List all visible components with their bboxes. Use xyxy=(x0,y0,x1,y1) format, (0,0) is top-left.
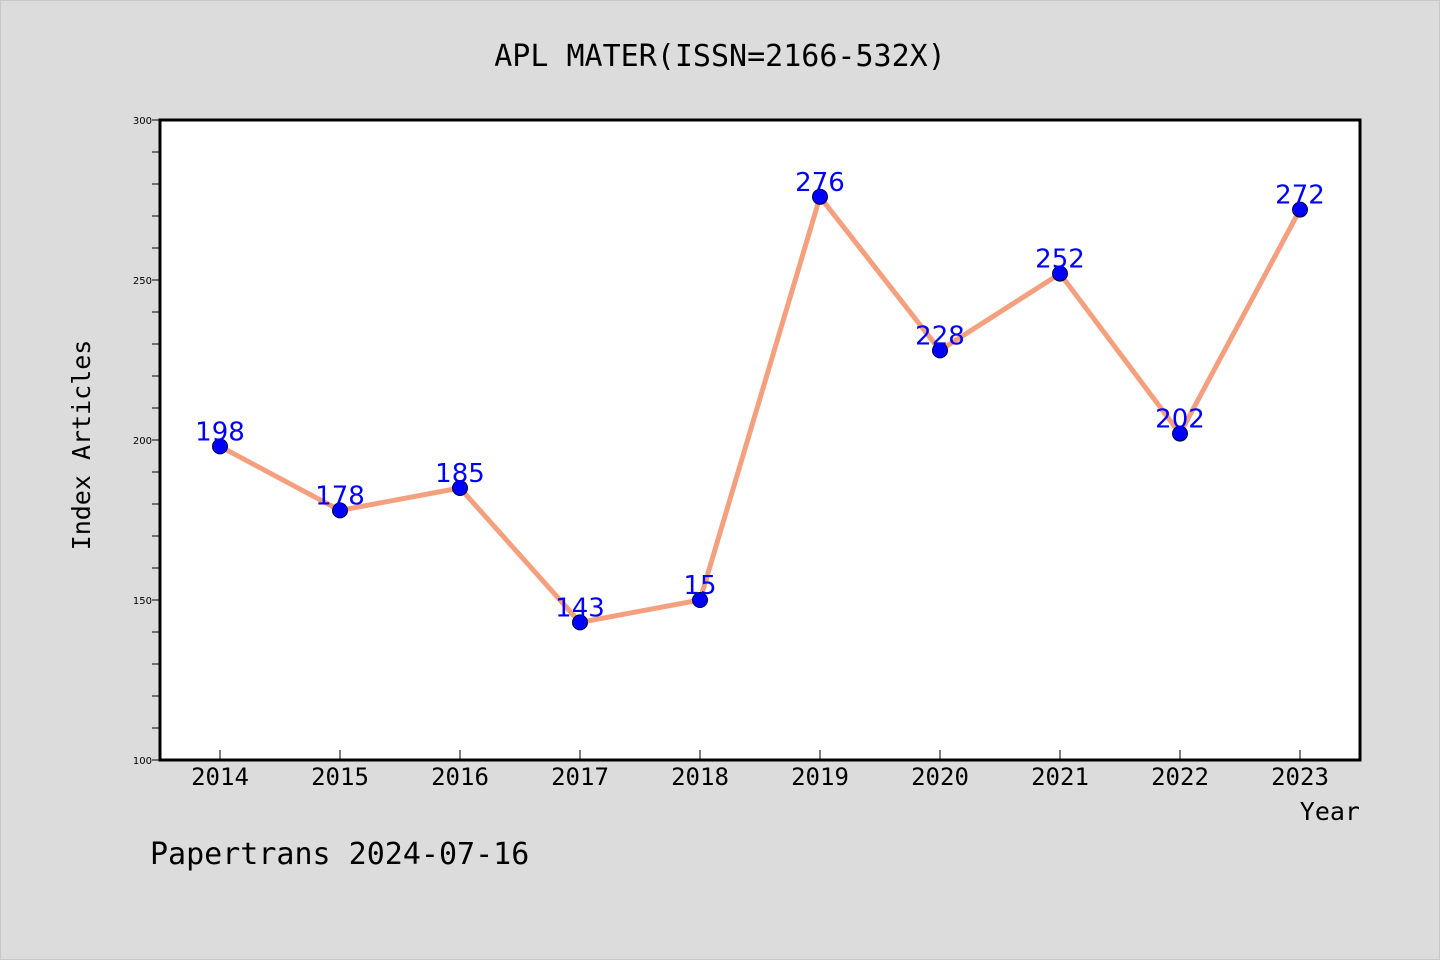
x-tick-label: 2022 xyxy=(1151,763,1209,791)
data-label: 252 xyxy=(1035,245,1085,275)
data-point xyxy=(332,502,348,519)
x-tick-label: 2020 xyxy=(911,763,969,791)
x-tick-label: 2018 xyxy=(671,763,729,791)
data-point xyxy=(1052,265,1068,282)
data-label: 276 xyxy=(795,168,845,198)
data-label: 202 xyxy=(1155,405,1205,435)
data-point xyxy=(452,480,468,496)
plot-area xyxy=(160,120,1360,760)
y-tick-label: 100 xyxy=(133,756,152,767)
data-point xyxy=(1292,201,1308,218)
footer-watermark: Papertrans 2024-07-16 xyxy=(150,837,529,872)
y-tick-label: 200 xyxy=(133,436,152,447)
plot-frame xyxy=(158,118,1362,762)
y-axis-ticks: 100 150 200 250 300 xyxy=(133,116,160,767)
y-axis-label: Index Articles xyxy=(67,340,96,551)
data-point xyxy=(572,614,588,631)
y-tick-label: 300 xyxy=(133,116,152,127)
x-tick-label: 2019 xyxy=(791,763,849,791)
x-axis-ticks: 2014 2015 2016 2017 2018 2019 2020 2021 2022 2023 xyxy=(191,750,1329,791)
data-label: 178 xyxy=(315,481,365,511)
x-tick-label: 2016 xyxy=(431,763,489,791)
x-tick-label: 2023 xyxy=(1271,763,1329,791)
data-point xyxy=(692,592,708,608)
data-label: 228 xyxy=(915,321,965,351)
x-tick-label: 2015 xyxy=(311,763,369,791)
data-point xyxy=(1172,425,1188,442)
y-tick-label: 250 xyxy=(133,276,152,287)
data-label: 143 xyxy=(555,593,605,623)
x-tick-label: 2014 xyxy=(191,763,249,791)
data-point xyxy=(212,438,228,455)
data-point xyxy=(812,188,828,205)
series-line xyxy=(218,194,1303,625)
chart-title: APL MATER(ISSN=2166-532X) xyxy=(494,39,946,74)
data-labels: 198 178 185 143 15 276 228 252 202 272 xyxy=(195,168,1325,624)
data-label: 15 xyxy=(683,571,716,601)
x-axis-label: Year xyxy=(1300,797,1360,826)
data-label: 198 xyxy=(195,417,245,447)
data-label: 185 xyxy=(435,459,485,489)
data-point xyxy=(932,342,948,359)
data-label: 272 xyxy=(1275,181,1325,211)
x-tick-label: 2021 xyxy=(1031,763,1089,791)
series-markers xyxy=(212,188,1308,631)
x-tick-label: 2017 xyxy=(551,763,609,791)
y-tick-label: 150 xyxy=(133,596,152,607)
